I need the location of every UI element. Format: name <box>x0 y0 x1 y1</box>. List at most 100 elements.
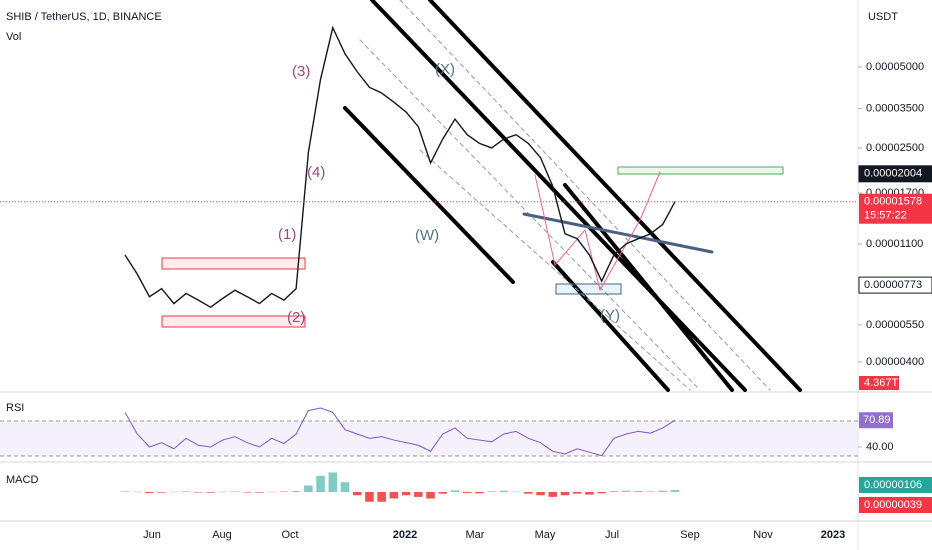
x-tick-label: 2023 <box>821 529 845 541</box>
macd-bar <box>450 490 460 492</box>
macd-bar <box>646 491 655 492</box>
y-axis-label: USDT <box>868 11 898 23</box>
channel-midline <box>419 149 691 391</box>
y-tick-label: 0.00000550 <box>866 319 924 331</box>
wave-label: (W) <box>415 227 439 244</box>
macd-bar <box>621 490 631 492</box>
macd-bar <box>389 492 399 499</box>
macd-bar <box>524 492 533 494</box>
rsi-tick-label: 40.00 <box>866 441 894 453</box>
x-tick-label: Aug <box>212 529 232 541</box>
macd-bar <box>365 492 374 502</box>
macd-bar <box>340 482 350 492</box>
macd-bar <box>560 492 570 496</box>
wave-label: (1) <box>278 226 296 243</box>
range-box <box>161 315 306 328</box>
channel-midline <box>399 0 771 391</box>
y-tick-label: 0.00000400 <box>866 356 924 368</box>
macd-bar <box>206 492 215 493</box>
volume-tag <box>859 376 899 390</box>
wave-label: (3) <box>292 63 310 80</box>
volume-title: Vol <box>6 31 21 43</box>
macd-bar <box>255 492 264 493</box>
wave-label: (Y) <box>600 307 620 324</box>
chart-title: SHIB / TetherUS, 1D, BINANCE <box>6 11 162 23</box>
y-tick-label: 0.00003500 <box>866 103 924 115</box>
rsi-title: RSI <box>6 402 24 414</box>
macd-bar <box>230 491 240 492</box>
macd-bar <box>548 492 558 497</box>
x-tick-label: 2022 <box>393 529 417 541</box>
macd-bar <box>609 491 619 492</box>
macd-bar <box>157 492 166 493</box>
price-tag-label: 0.00002004 <box>864 168 922 180</box>
x-tick-label: Nov <box>753 529 773 541</box>
macd-tag <box>859 497 932 513</box>
macd-bar <box>585 492 594 495</box>
channel-line <box>563 183 734 392</box>
channel-line <box>343 106 515 284</box>
macd-bar <box>511 491 521 493</box>
macd-tag-label: 0.00000039 <box>864 499 922 511</box>
y-tick-label: 0.00005000 <box>866 61 924 73</box>
price-tag-label: 0.00000773 <box>864 279 922 291</box>
y-tick-label: 0.00001100 <box>866 238 923 250</box>
macd-bar <box>572 492 582 494</box>
macd-title: MACD <box>6 474 38 486</box>
drawings <box>161 0 802 392</box>
macd-bar <box>597 492 606 494</box>
wave-label: (2) <box>287 309 305 326</box>
countdown: 15:57:22 <box>864 210 907 222</box>
x-tick-label: Sep <box>680 529 700 541</box>
macd-tag-label: 0.00000106 <box>864 479 922 491</box>
macd-bar <box>279 491 289 492</box>
trend-line <box>522 212 714 254</box>
channel-line <box>370 0 747 392</box>
rsi-tag-label: 70.89 <box>863 414 891 426</box>
macd-bar <box>487 491 496 492</box>
macd-bar <box>267 491 276 493</box>
last-price-tag <box>859 193 932 224</box>
y-tick-label: 0.00002500 <box>866 142 924 154</box>
wave-label: (X) <box>435 61 455 78</box>
macd-bar <box>242 492 252 493</box>
target-box <box>617 166 784 175</box>
macd-bar <box>414 492 423 497</box>
rsi-tag <box>859 412 893 429</box>
macd-bar <box>120 491 130 492</box>
price-tag <box>858 165 932 183</box>
macd-bar <box>462 492 472 493</box>
macd-bar <box>377 492 386 502</box>
macd-tag <box>859 477 932 493</box>
macd-bar <box>426 492 435 499</box>
x-tick-label: Mar <box>466 529 485 541</box>
wave-label: (4) <box>307 164 325 181</box>
x-tick-label: Jul <box>605 529 619 541</box>
macd-bar <box>475 492 484 494</box>
price-tag <box>858 276 932 294</box>
volume-label: 4.367T <box>864 377 899 389</box>
macd-bar <box>145 492 154 493</box>
channel-line <box>551 260 670 392</box>
macd-bar <box>438 492 448 494</box>
x-tick-label: Oct <box>281 529 298 541</box>
price-line <box>124 25 676 309</box>
macd-bar <box>181 491 191 492</box>
macd-bar <box>218 491 228 493</box>
macd-bar <box>291 491 301 492</box>
last-price-label: 0.00001578 <box>864 196 922 208</box>
macd-bar <box>536 492 545 496</box>
macd-bar <box>401 492 411 496</box>
macd-bar <box>169 491 179 493</box>
macd-bar <box>316 475 325 492</box>
macd-bar <box>132 491 142 493</box>
support-box <box>555 283 622 295</box>
macd-bar <box>658 490 668 492</box>
macd-bar <box>499 490 509 492</box>
macd-bar <box>670 490 680 492</box>
x-tick-label: Jun <box>143 529 161 541</box>
macd-bar <box>352 492 362 496</box>
macd-bar <box>328 472 338 492</box>
